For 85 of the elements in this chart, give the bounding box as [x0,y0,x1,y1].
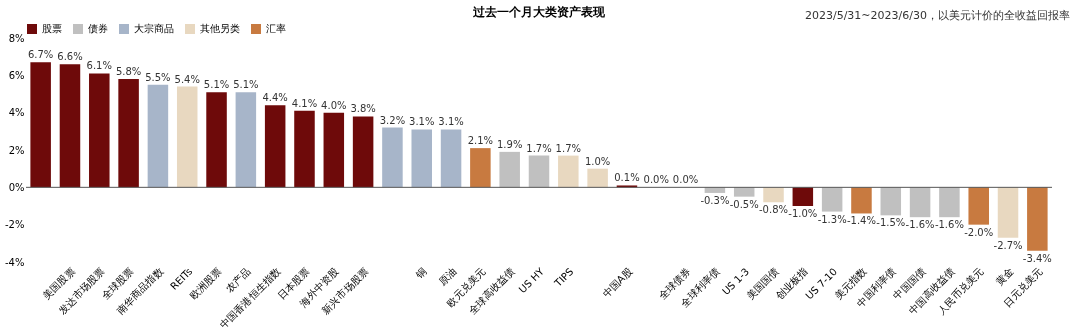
data-label: 1.7% [526,142,552,154]
bar [89,73,110,188]
text: 2023/5/31~2023/6/30，以美元计价的全收益回报率 [804,8,1070,23]
bar [792,187,814,206]
data-label: -0.8% [759,204,789,216]
bar [59,64,81,188]
data-label: 6.1% [86,60,112,72]
bar [880,187,902,216]
bar [323,112,345,188]
bar [294,110,315,188]
y-tick-label: 4% [8,107,25,119]
data-label: -1.6% [934,219,964,231]
bar [176,86,198,188]
bar [558,155,579,188]
x-tick-label: US HY [516,265,547,296]
bar [1027,187,1048,251]
bar [851,187,872,214]
data-label: -2.7% [993,239,1023,251]
bar [382,127,403,188]
y-tick-label: -4% [5,256,25,268]
bar [909,187,931,218]
data-label: -1.3% [817,213,847,225]
bar [733,187,755,197]
data-label: 1.7% [555,142,582,154]
bar [118,79,139,188]
legend-label: 汇率 [266,23,286,34]
data-label: 3.1% [409,116,435,128]
bar [440,129,462,188]
bar [235,92,257,188]
data-label: 0.1% [614,172,640,184]
data-label: 1.9% [496,138,523,150]
bar [528,155,550,188]
data-label: 4.4% [262,92,288,104]
data-label: -0.3% [700,194,730,206]
bar [30,62,51,188]
data-label: 5.1% [203,79,230,91]
bar [763,187,784,203]
bar [147,84,169,188]
data-label: -1.4% [846,215,876,227]
data-label: -1.0% [788,208,818,219]
data-label: 6.6% [57,51,83,63]
data-label: 5.4% [174,73,200,85]
y-tick-label: 6% [8,69,25,81]
bar [499,151,520,188]
data-label: -1.6% [905,219,935,231]
chart-title: 过去一个月大类资产表现 [472,5,606,19]
y-tick-label: 8% [8,32,25,44]
y-tick-label: 0% [8,181,25,193]
bar [587,168,608,188]
x-tick-label: 黄金 [993,265,1016,288]
data-label: -3.4% [1022,252,1052,264]
data-label: -2.0% [964,226,994,238]
bar [264,105,286,188]
legend-label: 股票 [42,23,62,34]
bar [206,92,227,188]
data-label: 1.0% [584,155,611,167]
data-label: 5.1% [233,79,259,91]
data-label: -1.5% [876,217,906,229]
x-tick-label: 中国A股 [600,265,635,300]
bar [470,148,491,188]
data-label: -0.5% [729,198,759,210]
y-tick-label: 2% [8,144,25,156]
bar [968,187,989,225]
y-tick-label: -2% [5,219,25,231]
data-label: 4.1% [291,97,318,109]
data-label: 3.8% [350,103,376,115]
data-label: 5.8% [115,66,142,78]
bar [939,187,960,218]
bar [821,187,843,212]
data-label: 5.5% [145,71,171,83]
data-label: 0.0% [672,174,699,186]
bar [411,129,432,188]
data-label: 2.1% [467,135,494,147]
data-label: 3.1% [438,116,464,128]
x-tick-label: 铜 [413,265,429,282]
bar [997,187,1019,238]
legend-label: 其他另类 [200,23,240,34]
data-label: 4.0% [321,99,347,111]
data-label: 6.7% [27,49,54,61]
data-label: 3.2% [379,114,406,126]
legend-label: 大宗商品 [134,23,174,34]
bar [352,116,374,188]
x-tick-label: 原油 [436,265,459,288]
legend-label: 债券 [88,23,108,34]
data-label: 0.0% [643,174,669,186]
